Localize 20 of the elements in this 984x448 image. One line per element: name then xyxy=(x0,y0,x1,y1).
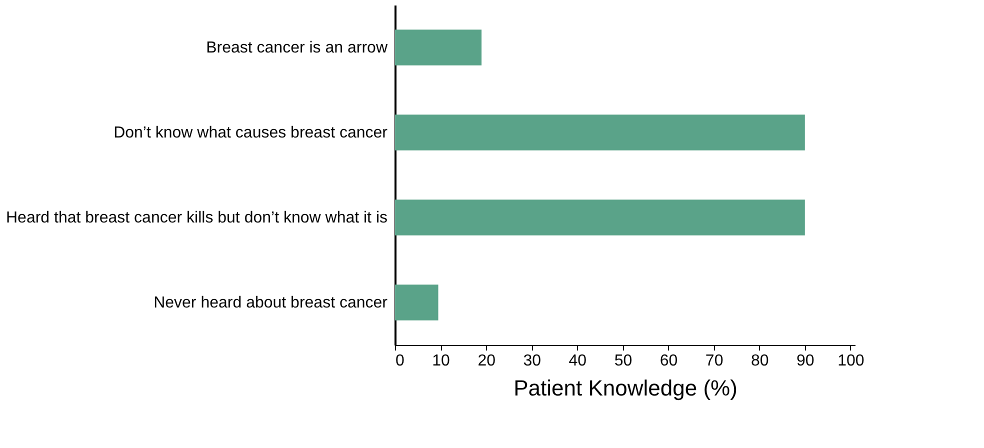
y-tick-label: Breast cancer is an arrow xyxy=(206,40,388,56)
x-tick-label: 80 xyxy=(750,352,769,370)
x-tick-label: 60 xyxy=(660,352,678,370)
x-tick-label: 100 xyxy=(838,352,864,370)
x-tick-label: 70 xyxy=(705,352,724,370)
y-tick-label: Never heard about breast cancer xyxy=(154,294,388,312)
x-tick-label: 0 xyxy=(396,352,404,370)
x-tick-label: 40 xyxy=(568,352,587,370)
x-tick-label: 20 xyxy=(478,352,496,370)
bar xyxy=(395,284,438,320)
x-tick-label: 90 xyxy=(796,352,814,370)
y-tick-label: Don’t know what causes breast cancer xyxy=(114,124,388,142)
bar xyxy=(395,200,805,236)
bar xyxy=(395,30,482,66)
x-tick-label: 10 xyxy=(432,352,450,370)
x-tick-label: 50 xyxy=(614,352,632,370)
bar xyxy=(395,114,805,150)
x-tick-label: 30 xyxy=(523,352,542,370)
y-tick-label: Heard that breast cancer kills but don’t know what it is xyxy=(6,210,388,226)
x-axis-title: Patient Knowledge (%) xyxy=(514,376,738,400)
